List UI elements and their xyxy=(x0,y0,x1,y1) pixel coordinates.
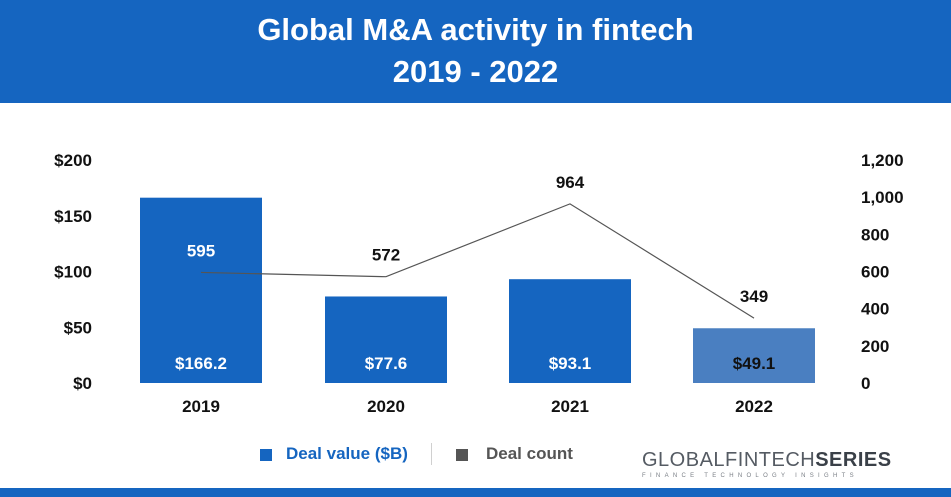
bar-series: $166.2 $77.6 $93.1 $49.1 xyxy=(140,197,815,383)
brand-logo: GLOBALFINTECHSERIES FINANCE TECHNOLOGY I… xyxy=(642,449,912,479)
chart-title: Global M&A activity in fintech xyxy=(257,12,694,47)
deal-count-line xyxy=(200,203,755,319)
legend-swatch-deal-value xyxy=(260,449,272,461)
left-tick-label: $50 xyxy=(64,318,92,337)
footer-bar xyxy=(0,488,951,497)
right-tick-label: 0 xyxy=(861,374,870,393)
left-tick-label: $150 xyxy=(54,207,92,226)
chart-header: Global M&A activity in fintech 2019 - 20… xyxy=(0,0,951,103)
legend-label-deal-count: Deal count xyxy=(486,444,573,463)
bar xyxy=(325,296,447,383)
bar xyxy=(693,328,815,383)
chart-subtitle: 2019 - 2022 xyxy=(392,54,559,89)
left-axis: $0 $50 $100 $150 $200 xyxy=(54,151,92,393)
brand-suffix: SERIES xyxy=(815,449,892,471)
legend-swatch-deal-count xyxy=(456,449,468,461)
line-value-label: 595 xyxy=(187,241,215,260)
left-tick-label: $200 xyxy=(54,151,92,170)
right-tick-label: 1,000 xyxy=(861,188,904,207)
brand-tagline: FINANCE TECHNOLOGY INSIGHTS xyxy=(642,473,858,479)
bar-value-label: $166.2 xyxy=(175,354,227,373)
line-value-label: 572 xyxy=(372,246,400,265)
x-tick-label: 2020 xyxy=(367,397,405,416)
right-tick-label: 600 xyxy=(861,263,889,282)
brand-prefix: GLOBALFINTECH xyxy=(642,449,816,471)
legend-label-deal-value: Deal value ($B) xyxy=(286,444,408,463)
left-tick-label: $100 xyxy=(54,263,92,282)
legend: Deal value ($B) Deal count xyxy=(0,443,951,467)
line-value-label: 349 xyxy=(740,287,768,306)
line-series: 595 572 964 349 xyxy=(187,173,768,319)
combo-chart: $0 $50 $100 $150 $200 0 200 400 600 800 1,000 1,20… xyxy=(54,151,904,416)
x-tick-label: 2022 xyxy=(735,397,773,416)
x-tick-label: 2021 xyxy=(551,397,589,416)
right-tick-label: 1,200 xyxy=(861,151,904,170)
right-tick-label: 200 xyxy=(861,337,889,356)
bar xyxy=(140,197,262,383)
legend-divider xyxy=(431,443,432,465)
x-tick-label: 2019 xyxy=(182,397,220,416)
bar-value-label: $49.1 xyxy=(733,354,776,373)
left-tick-label: $0 xyxy=(73,374,92,393)
right-axis: 0 200 400 600 800 1,000 1,200 xyxy=(861,151,904,393)
bar-value-label: $93.1 xyxy=(549,354,592,373)
right-tick-label: 800 xyxy=(861,225,889,244)
bar-value-label: $77.6 xyxy=(365,354,408,373)
right-tick-label: 400 xyxy=(861,300,889,319)
x-axis: 2019 2020 2021 2022 xyxy=(182,397,773,416)
bar xyxy=(509,279,631,383)
line-value-label: 964 xyxy=(556,173,585,192)
